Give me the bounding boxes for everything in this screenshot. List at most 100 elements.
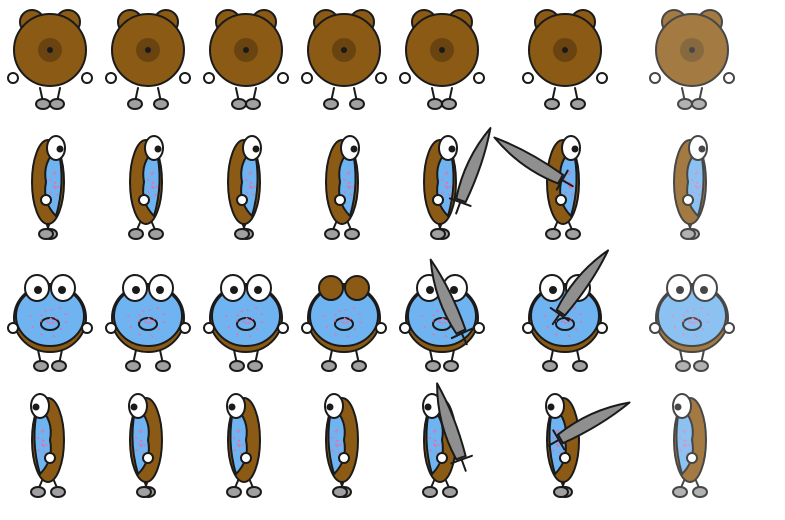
sprite-pose bbox=[301, 9, 387, 110]
sprinkle bbox=[566, 321, 570, 325]
hand bbox=[649, 322, 661, 334]
donut-character bbox=[522, 249, 610, 372]
sprinkle bbox=[139, 439, 143, 443]
sprinkle bbox=[48, 178, 52, 182]
sprinkle bbox=[227, 325, 230, 329]
donut-hole bbox=[555, 317, 575, 331]
sprinkle bbox=[440, 178, 444, 182]
donut-hole bbox=[145, 47, 151, 53]
hand bbox=[399, 322, 411, 334]
sword-hilt bbox=[455, 201, 462, 215]
sprinkle bbox=[40, 314, 43, 317]
sprinkle bbox=[43, 451, 47, 455]
pupil-right bbox=[700, 286, 708, 294]
frosting bbox=[309, 285, 379, 347]
sprinkle bbox=[51, 321, 55, 325]
eye bbox=[144, 135, 164, 161]
sprite-walk-left-frame-1 bbox=[0, 378, 100, 506]
sprite-walk-right-frame-6 bbox=[493, 120, 615, 248]
sword-hilt bbox=[551, 313, 561, 326]
sprinkle bbox=[449, 185, 452, 189]
sprite-walk-right-frame-3 bbox=[196, 120, 296, 248]
sprinkle bbox=[337, 451, 341, 455]
hand bbox=[81, 72, 93, 84]
sprinkle bbox=[446, 186, 449, 189]
hand bbox=[301, 72, 313, 84]
sprinkle bbox=[55, 193, 59, 197]
sprite-pose bbox=[31, 135, 66, 240]
sprinkle bbox=[253, 185, 256, 189]
donut-character bbox=[649, 274, 735, 372]
pupil bbox=[448, 145, 456, 153]
sprinkle bbox=[147, 317, 151, 321]
sprinkle bbox=[44, 309, 47, 313]
sprinkle bbox=[579, 313, 583, 316]
sprite-walk-right-frame-7 bbox=[642, 120, 742, 248]
sprite-pose bbox=[7, 9, 93, 110]
sprinkle bbox=[556, 429, 560, 432]
sword-blade bbox=[429, 258, 467, 335]
sprite-walk-left-frame-6 bbox=[515, 378, 631, 506]
eye bbox=[438, 135, 458, 161]
sprinkle bbox=[325, 325, 328, 329]
foot-right bbox=[693, 360, 709, 372]
pupil-right bbox=[450, 286, 458, 294]
sprinkle bbox=[135, 449, 139, 452]
sprinkle bbox=[682, 314, 685, 317]
sprinkle bbox=[333, 319, 337, 322]
hand bbox=[236, 194, 248, 206]
sprinkle bbox=[141, 451, 145, 455]
donut-character bbox=[324, 393, 359, 498]
sprinkle bbox=[692, 308, 696, 312]
sprinkle bbox=[152, 319, 155, 323]
foot-right bbox=[49, 98, 65, 110]
sprinkle bbox=[686, 309, 689, 313]
hand bbox=[105, 322, 117, 334]
foot-right bbox=[570, 98, 586, 110]
sprite-walk-down-frame-7 bbox=[642, 252, 742, 380]
hand bbox=[649, 72, 661, 84]
donut-character bbox=[423, 127, 492, 240]
sprinkle bbox=[678, 436, 682, 440]
foot-right bbox=[351, 360, 367, 372]
sprinkle bbox=[570, 193, 574, 197]
eyelid-left bbox=[318, 275, 344, 301]
sword-hilt bbox=[547, 438, 560, 447]
sprite-walk-right-frame-4 bbox=[294, 120, 394, 248]
sprinkle bbox=[162, 321, 166, 324]
sprinkle bbox=[433, 429, 437, 432]
hand bbox=[277, 72, 289, 84]
sprinkle bbox=[579, 321, 583, 324]
sprinkle bbox=[152, 317, 156, 320]
sprite-pose bbox=[324, 135, 360, 240]
foot-right bbox=[344, 228, 360, 240]
sprinkle bbox=[45, 443, 48, 447]
sprite-pose bbox=[128, 135, 164, 240]
sprinkle bbox=[153, 193, 157, 197]
sprinkle bbox=[346, 334, 350, 338]
donut-hole bbox=[682, 317, 702, 331]
sprinkle bbox=[682, 333, 685, 336]
sprinkle bbox=[45, 320, 49, 324]
sprinkle bbox=[433, 444, 437, 448]
sprinkle bbox=[444, 172, 448, 176]
eye bbox=[545, 393, 565, 419]
sprinkle bbox=[247, 321, 251, 325]
sprinkle bbox=[433, 439, 437, 443]
sprinkle bbox=[690, 178, 694, 182]
donut-hole bbox=[689, 47, 695, 53]
sprite-pose bbox=[423, 127, 492, 240]
eye bbox=[242, 135, 262, 161]
sprinkle bbox=[543, 315, 547, 318]
sprinkle bbox=[443, 321, 447, 325]
sword-hilt bbox=[460, 458, 467, 472]
sprinkle bbox=[236, 430, 240, 434]
sprinkle bbox=[146, 178, 150, 182]
sprinkle bbox=[224, 315, 228, 318]
donut-character bbox=[422, 382, 473, 498]
foot-right bbox=[691, 98, 707, 110]
sprinkle bbox=[134, 436, 138, 440]
sprinkle bbox=[64, 313, 68, 316]
sprinkle bbox=[140, 444, 143, 447]
foot-left bbox=[321, 360, 337, 372]
